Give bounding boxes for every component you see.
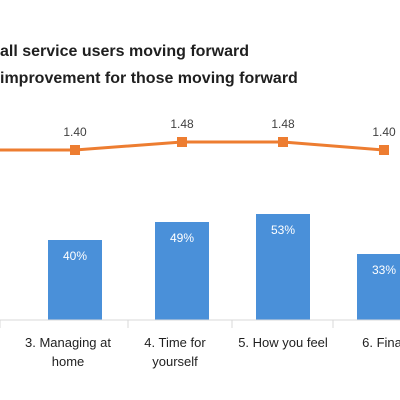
line-path [0,140,385,152]
bar-data-label: 53% [271,223,295,237]
bar [357,254,400,320]
bar-data-label: 40% [63,249,87,263]
line-series: 1.40 1.48 1.48 1.40 [0,117,396,155]
category-label: 3. Managing at home [25,335,111,369]
bar-data-label: 49% [170,231,194,245]
bar-data-label: 33% [372,263,396,277]
line-data-label: 1.48 [271,117,295,131]
bar [256,214,310,320]
line-marker [177,137,187,147]
line-marker [278,137,288,147]
line-data-label: 1.40 [63,125,87,139]
legend: all service users moving forward improvem… [0,43,298,87]
legend-entry-1: all service users moving forward [0,43,249,60]
line-data-label: 1.48 [170,117,194,131]
bar [155,222,209,320]
bar-series: 40% 49% 53% 33% [48,214,400,320]
line-data-label: 1.40 [372,125,396,139]
category-labels: 3. Managing at home 4. Time for yourself 5. … [25,335,400,369]
category-label: 5. How you feel [238,335,328,350]
bar [48,240,102,320]
legend-entry-2: improvement for those moving forward [0,70,298,87]
line-marker [70,145,80,155]
category-label: 6. Fina [362,335,400,350]
category-label: 4. Time for yourself [144,335,206,369]
line-marker [379,145,389,155]
